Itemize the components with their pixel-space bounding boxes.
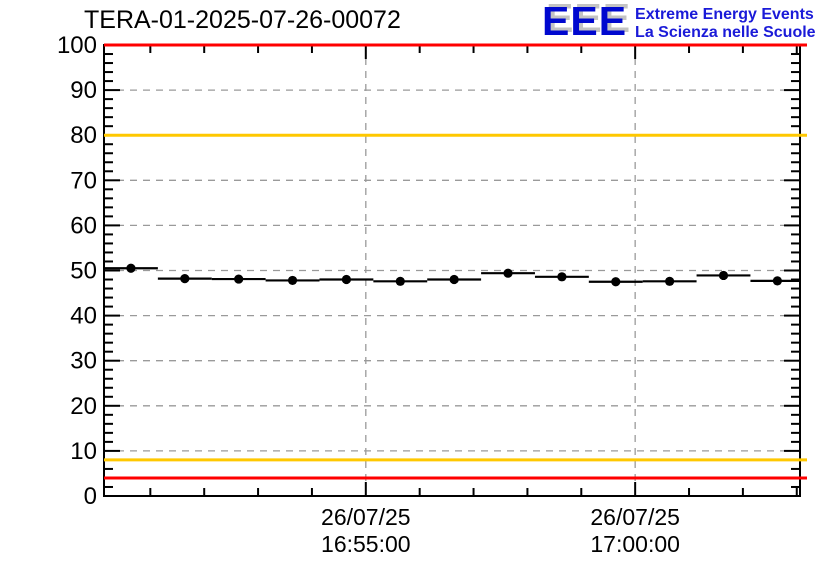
data-point [234,274,244,284]
y-tick-label: 30 [70,348,97,375]
data-point [180,274,190,284]
y-tick-label: 40 [70,303,97,330]
y-tick-label: 50 [70,258,97,285]
y-tick-label: 10 [70,438,97,465]
data-point [449,274,459,285]
data-point [611,277,621,287]
data-point [341,274,352,285]
data-point [126,263,136,273]
y-tick-label: 60 [70,212,97,239]
logo-line2: La Scienza nelle Scuole [635,23,816,41]
eee-logo-icon: EEE [542,0,628,44]
data-point [557,272,567,282]
eee-logo-text: Extreme Energy Events La Scienza nelle S… [635,6,816,42]
y-tick-label: 100 [57,32,97,59]
x-tick-label: 26/07/25 [590,504,680,530]
eee-logo: EEE Extreme Energy Events La Scienza nel… [542,0,816,44]
y-tick-label: 20 [70,393,97,420]
x-tick-label: 26/07/25 [321,504,411,530]
x-tick-label: 16:55:00 [321,531,411,557]
y-tick-label: 0 [84,483,97,510]
data-point [718,270,729,281]
data-point [395,276,405,286]
data-point [287,275,298,286]
plot-title: TERA-01-2025-07-26-00072 [84,6,401,34]
data-point [503,268,513,278]
logo-line1: Extreme Energy Events [635,6,814,23]
data-point [772,276,782,286]
x-tick-label: 17:00:00 [590,531,680,557]
data-point [665,276,675,286]
y-tick-label: 70 [70,167,97,194]
y-tick-label: 90 [70,77,97,104]
y-tick-label: 80 [70,122,97,149]
